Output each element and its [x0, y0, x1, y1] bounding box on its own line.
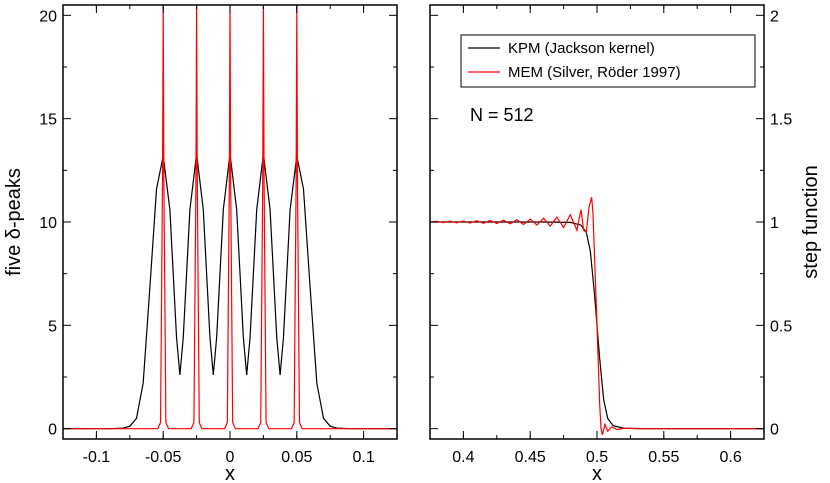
delta-peaks-y-tick-label: 0 [48, 422, 57, 439]
delta-peaks-y-tick-label: 15 [39, 112, 57, 129]
delta-peaks-ticks: -0.1 -0.05 0 0.05 0.1 0 5 10 15 20 [39, 5, 398, 466]
step-function-ticks: 0.4 0.45 0.5 0.55 0.6 0 0.5 1 1.5 2 [429, 5, 792, 466]
step-function-x-tick-label: 0.5 [586, 449, 608, 466]
step-function-x-tick-label: 0.45 [515, 449, 546, 466]
step-function-curves [430, 197, 764, 436]
delta-peaks-x-tick-label: -0.1 [83, 449, 111, 466]
step-function-plot-frame [429, 4, 765, 440]
delta-peaks-y-axis-label: five δ-peaks [3, 168, 25, 276]
delta-peaks-curves [63, 5, 397, 430]
step-function-y-tick-label: 1 [770, 215, 779, 232]
step-function-x-tick-label: 0.55 [648, 449, 679, 466]
step-function-y-axis-label: step function [800, 165, 822, 278]
legend-label-kpm: KPM (Jackson kernel) [508, 40, 655, 57]
delta-peaks-series-mem-line [63, 5, 397, 430]
step-function-x-tick-label: 0.6 [719, 449, 741, 466]
step-function-y-tick-label: 0 [770, 422, 779, 439]
step-function-panel: 0.4 0.45 0.5 0.55 0.6 0 0.5 1 1.5 2 x step functi… [429, 4, 822, 483]
delta-peaks-x-axis-label: x [225, 463, 235, 483]
legend: KPM (Jackson kernel) MEM (Silver, Röder … [460, 34, 756, 88]
step-function-y-tick-label: 0.5 [770, 318, 792, 335]
step-function-y-tick-label: 1.5 [770, 112, 792, 129]
delta-peaks-x-tick-label: 0.1 [352, 449, 374, 466]
delta-peaks-x-tick-label: -0.05 [145, 449, 182, 466]
delta-peaks-x-tick-label: 0 [226, 449, 235, 466]
delta-peaks-y-tick-label: 20 [39, 8, 57, 25]
step-function-x-axis-label: x [592, 463, 602, 483]
step-function-series-mem-line [430, 197, 764, 436]
delta-peaks-plot-frame [62, 4, 398, 440]
step-function-x-tick-label: 0.4 [452, 449, 474, 466]
step-function-y-tick-label: 2 [770, 8, 779, 25]
n-annotation: N = 512 [470, 105, 534, 125]
delta-peaks-y-tick-label: 5 [48, 318, 57, 335]
delta-peaks-series-kpm-line [63, 153, 397, 430]
delta-peaks-panel: -0.1 -0.05 0 0.05 0.1 0 5 10 15 20 x five δ-peaks [3, 4, 398, 483]
delta-peaks-x-tick-label: 0.05 [281, 449, 312, 466]
legend-box [460, 34, 756, 88]
delta-peaks-y-tick-label: 10 [39, 215, 57, 232]
legend-label-mem: MEM (Silver, Röder 1997) [508, 64, 681, 81]
